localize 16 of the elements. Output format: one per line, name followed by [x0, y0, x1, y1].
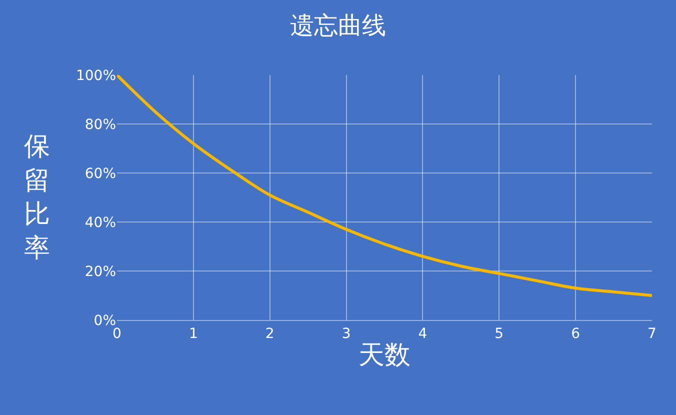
- chart-title: 遗忘曲线: [290, 11, 386, 40]
- x-tick-label: 5: [494, 326, 504, 342]
- y-tick-label: 80%: [84, 116, 116, 133]
- x-tick-label: 7: [648, 326, 656, 342]
- y-tick-label: 20%: [84, 264, 116, 280]
- x-tick-label: 6: [571, 326, 580, 342]
- line-series: [117, 75, 652, 297]
- x-axis-title: 天数: [358, 340, 410, 370]
- y-tick-label: 40%: [84, 214, 116, 231]
- x-tick-label: 3: [342, 326, 351, 342]
- y-tick-label: 60%: [84, 166, 116, 182]
- x-tick-label: 1: [188, 326, 198, 342]
- y-axis-title: 保留比率: [24, 132, 50, 264]
- x-tick-label: 2: [265, 326, 274, 342]
- y-tick-label: 100%: [76, 68, 116, 84]
- x-tick-label: 4: [418, 326, 428, 342]
